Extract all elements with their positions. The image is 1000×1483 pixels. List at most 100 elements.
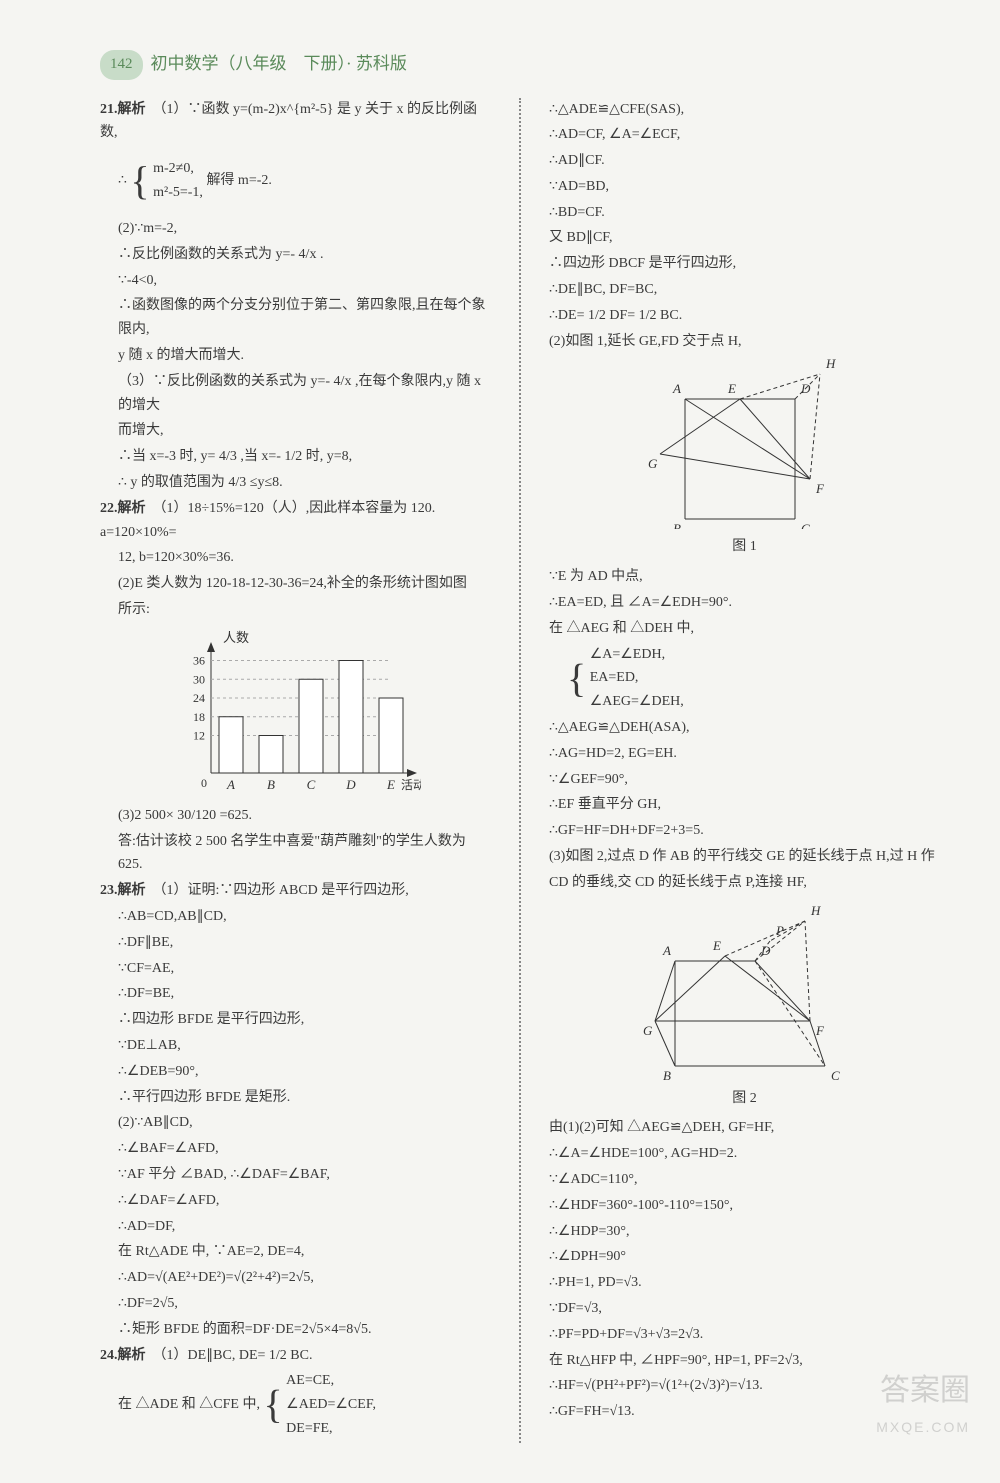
text-line: (2)E 类人数为 120-18-12-30-36=24,补全的条形统计图如图 [100, 572, 491, 596]
figure-2-caption: 图 2 [549, 1087, 940, 1111]
text-line: ∵AD=BD, [549, 175, 940, 199]
svg-text:24: 24 [193, 691, 205, 705]
page: 142 初中数学（八年级 下册）· 苏科版 21.解析 （1）∵函数 y=(m-… [0, 0, 1000, 1483]
text-line: ∴矩形 BFDE 的面积=DF·DE=2√5×4=8√5. [100, 1318, 491, 1342]
q21-line: 21.解析 （1）∵函数 y=(m-2)x^{m²-5} 是 y 关于 x 的反… [100, 98, 491, 146]
brace-icon: { [567, 655, 586, 700]
text-line: CD 的垂线,交 CD 的延长线于点 P,连接 HF, [549, 871, 940, 895]
text-line: 12, b=120×30%=36. [100, 546, 491, 570]
q24-line: 24.解析 （1）DE∥BC, DE= 1/2 BC. [100, 1344, 491, 1368]
figure-1-caption: 图 1 [549, 535, 940, 559]
text-line: 而增大, [100, 419, 491, 443]
svg-text:B: B [673, 521, 681, 529]
text-line: ∴DF∥BE, [100, 931, 491, 955]
text-line: ∵∠ADC=110°, [549, 1168, 940, 1192]
text-line: ∴DE∥BC, DF=BC, [549, 278, 940, 302]
text-line: ∴四边形 BFDE 是平行四边形, [100, 1008, 491, 1032]
text-line: ∴AB=CD,AB∥CD, [100, 905, 491, 929]
q24-sys: 在 △ADE 和 △CFE 中, { AE=CE, ∠AED=∠CEF, DE=… [100, 1369, 491, 1440]
text-line: (2)∵m=-2, [100, 217, 491, 241]
figure-1: ADBCEGFH [645, 359, 845, 529]
text-line: ∴AD∥CF. [549, 149, 940, 173]
q23-line: 23.解析 （1）证明:∵四边形 ABCD 是平行四边形, [100, 879, 491, 903]
watermark-main: 答案圈 [876, 1365, 970, 1416]
text-line: ∵AF 平分 ∠BAD, ∴∠DAF=∠BAF, [100, 1163, 491, 1187]
two-column-layout: 21.解析 （1）∵函数 y=(m-2)x^{m²-5} 是 y 关于 x 的反… [100, 98, 940, 1443]
text-line: ∴PF=PD+DF=√3+√3=2√3. [549, 1323, 940, 1347]
svg-text:C: C [831, 1068, 840, 1081]
svg-text:C: C [306, 777, 315, 792]
text-line: ∴AD=√(AE²+DE²)=√(2²+4²)=2√5, [100, 1266, 491, 1290]
svg-text:活动课类别: 活动课类别 [401, 778, 421, 792]
text-line: 答:估计该校 2 500 名学生中喜爱"葫芦雕刻"的学生人数为 625. [100, 830, 491, 878]
svg-text:人数: 人数 [223, 630, 249, 645]
text-line: （3）∵反比例函数的关系式为 y=- 4/x ,在每个象限内,y 随 x 的增大 [100, 370, 491, 418]
text-line: ∴AG=HD=2, EG=EH. [549, 742, 940, 766]
text-line: ∴AD=CF, ∠A=∠ECF, [549, 123, 940, 147]
text-line: ∴当 x=-3 时, y= 4/3 ,当 x=- 1/2 时, y=8, [100, 445, 491, 469]
watermark-sub: MXQE.COM [876, 1416, 970, 1440]
page-number: 142 [100, 50, 143, 80]
text-line: ∴GF=HF=DH+DF=2+3=5. [549, 819, 940, 843]
svg-text:F: F [815, 481, 825, 496]
svg-text:D: D [345, 777, 356, 792]
text-line: ∴∠A=∠HDE=100°, AG=HD=2. [549, 1142, 940, 1166]
text-line: 在 Rt△ADE 中, ∵AE=2, DE=4, [100, 1240, 491, 1264]
svg-text:D: D [800, 381, 811, 396]
svg-text:D: D [760, 943, 771, 958]
svg-text:A: A [226, 777, 235, 792]
right-column: ∴△ADE≌△CFE(SAS), ∴AD=CF, ∠A=∠ECF, ∴AD∥CF… [549, 98, 940, 1443]
text-line: ∴反比例函数的关系式为 y=- 4/x . [100, 243, 491, 267]
text-line: ∵∠GEF=90°, [549, 768, 940, 792]
svg-text:G: G [648, 456, 658, 471]
text-line: ∴DF=2√5, [100, 1292, 491, 1316]
text-line: ∴△ADE≌△CFE(SAS), [549, 98, 940, 122]
text-line: ∴∠HDP=30°, [549, 1220, 940, 1244]
brace-icon: { [263, 1382, 282, 1427]
text-line: (3)2 500× 30/120 =625. [100, 804, 491, 828]
text-line: ∵CF=AE, [100, 957, 491, 981]
page-title: 初中数学（八年级 下册）· 苏科版 [151, 50, 407, 79]
text-line: ∴∠DEB=90°, [100, 1060, 491, 1084]
text-line: 在 △AEG 和 △DEH 中, [549, 617, 940, 641]
text-line: ∴EA=ED, 且 ∠A=∠EDH=90°. [549, 591, 940, 615]
text-line: 由(1)(2)可知 △AEG≌△DEH, GF=HF, [549, 1116, 940, 1140]
svg-text:A: A [662, 943, 671, 958]
text-line: 所示: [100, 598, 491, 622]
svg-text:12: 12 [193, 728, 205, 742]
svg-text:30: 30 [193, 672, 205, 686]
text-line: ∴∠DPH=90° [549, 1245, 940, 1269]
text-line: ∵DF=√3, [549, 1297, 940, 1321]
svg-text:0: 0 [201, 776, 207, 790]
text-line: ∴DF=BE, [100, 982, 491, 1006]
text-line: ∴EF 垂直平分 GH, [549, 793, 940, 817]
text-line: (2)如图 1,延长 GE,FD 交于点 H, [549, 330, 940, 354]
sys-right: { ∠A=∠EDH, EA=ED, ∠AEG=∠DEH, [549, 643, 940, 714]
column-divider [519, 98, 521, 1443]
svg-text:E: E [727, 381, 736, 396]
svg-text:H: H [825, 359, 836, 371]
text-line: 又 BD∥CF, [549, 226, 940, 250]
text-line: ∴函数图像的两个分支分别位于第二、第四象限,且在每个象限内, [100, 294, 491, 342]
text-line: ∵-4<0, [100, 269, 491, 293]
text-line: ∴∠DAF=∠AFD, [100, 1189, 491, 1213]
svg-text:36: 36 [193, 653, 205, 667]
text-line: ∵DE⊥AB, [100, 1034, 491, 1058]
watermark: 答案圈 MXQE.COM [876, 1365, 970, 1440]
q22-line: 22.解析 （1）18÷15%=120（人）,因此样本容量为 120. a=12… [100, 497, 491, 545]
svg-text:A: A [672, 381, 681, 396]
brace-icon: { [130, 158, 149, 203]
svg-text:E: E [712, 938, 721, 953]
svg-text:H: H [810, 903, 821, 918]
text-line: ∴BD=CF. [549, 201, 940, 225]
bar-chart: 1218243036人数0ABCDE活动课类别 [171, 628, 421, 798]
text-line: (3)如图 2,过点 D 作 AB 的平行线交 GE 的延长线于点 H,过 H … [549, 845, 940, 869]
text-line: ∴四边形 DBCF 是平行四边形, [549, 252, 940, 276]
svg-text:E: E [386, 777, 395, 792]
text-line: ∴PH=1, PD=√3. [549, 1271, 940, 1295]
text-line: ∴△AEG≌△DEH(ASA), [549, 716, 940, 740]
svg-text:G: G [643, 1023, 653, 1038]
left-column: 21.解析 （1）∵函数 y=(m-2)x^{m²-5} 是 y 关于 x 的反… [100, 98, 491, 1443]
q21-sys: ∴ { m-2≠0, m²-5=-1, 解得 m=-2. [100, 147, 491, 215]
svg-text:18: 18 [193, 710, 205, 724]
